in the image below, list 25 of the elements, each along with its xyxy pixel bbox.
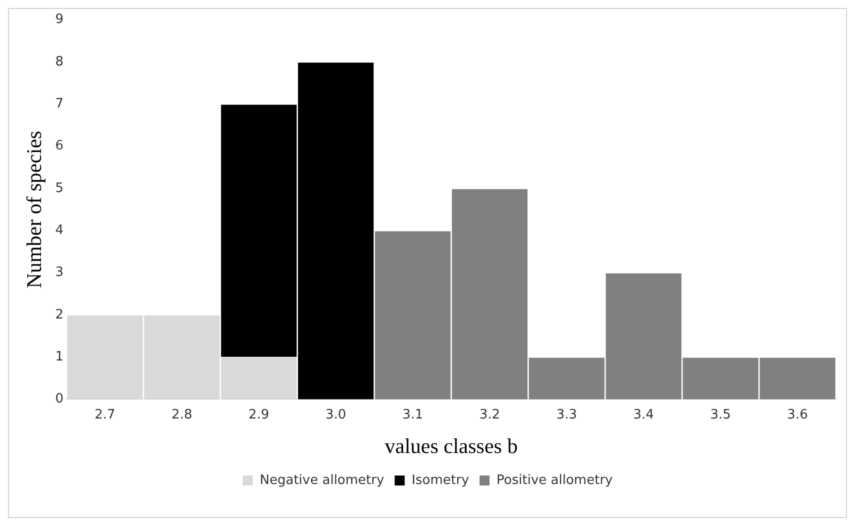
x-axis-title: values classes b	[384, 434, 518, 458]
legend-label: Isometry	[412, 472, 470, 488]
y-tick-label: 1	[55, 349, 64, 364]
x-tick-label: 3.0	[325, 407, 346, 422]
x-tick-label: 3.2	[479, 407, 500, 422]
legend-label: Positive allometry	[496, 472, 614, 488]
x-tick-label: 2.9	[248, 407, 270, 422]
y-tick-label: 2	[55, 307, 64, 322]
x-tick-label: 3.4	[633, 407, 654, 422]
x-tick-label: 3.5	[710, 407, 731, 422]
y-tick-label: 6	[55, 138, 64, 154]
x-tick-label: 3.3	[556, 407, 578, 422]
y-tick-label: 5	[55, 180, 64, 196]
y-tick-label: 7	[55, 96, 64, 112]
y-axis-title: Number of species	[22, 130, 46, 288]
y-tick-label: 3	[55, 265, 64, 280]
y-tick-label: 0	[55, 392, 64, 407]
x-tick-label: 3.1	[402, 407, 424, 422]
legend-label: Negative allometry	[260, 472, 384, 488]
x-tick-label: 3.6	[787, 407, 808, 422]
x-tick-label: 2.7	[94, 407, 116, 422]
x-tick-label: 2.8	[172, 407, 192, 422]
y-tick-label: 9	[55, 12, 64, 28]
y-tick-label: 8	[55, 54, 64, 70]
y-tick-label: 4	[55, 222, 64, 238]
